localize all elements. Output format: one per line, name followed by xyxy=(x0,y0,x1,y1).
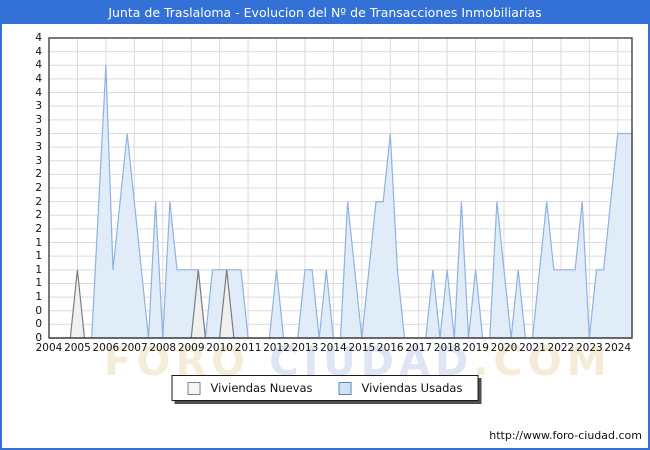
x-axis-label: 2012 xyxy=(263,342,290,354)
x-axis-label: 2021 xyxy=(519,342,546,354)
y-axis-label: 1 xyxy=(35,250,42,263)
watermark-com: .COM xyxy=(473,339,612,385)
x-axis-label: 2017 xyxy=(405,342,433,354)
x-axis-label: 2010 xyxy=(206,342,233,354)
y-axis-label: 2 xyxy=(35,209,42,222)
x-axis-label: 2006 xyxy=(92,342,120,354)
title-bar: Junta de Traslaloma - Evolucion del Nº d… xyxy=(2,2,648,24)
x-axis-label: 2014 xyxy=(320,342,347,354)
x-axis-label: 2013 xyxy=(291,342,319,354)
x-axis-label: 2018 xyxy=(433,342,461,354)
y-axis-label: 1 xyxy=(35,263,42,276)
legend-item-viviendas-usadas: Viviendas Usadas xyxy=(338,381,463,395)
legend: Viviendas Nuevas Viviendas Usadas xyxy=(171,375,479,401)
x-axis-label: 2009 xyxy=(177,342,205,354)
y-axis-label: 4 xyxy=(35,45,42,58)
y-axis-label: 3 xyxy=(35,154,42,167)
footer-url: http://www.foro-ciudad.com xyxy=(489,429,642,442)
x-axis-label: 2005 xyxy=(64,342,91,354)
viviendas-nuevas-swatch-icon xyxy=(187,381,201,395)
legend-label-nuevas: Viviendas Nuevas xyxy=(210,381,313,395)
x-axis-label: 2019 xyxy=(462,342,489,354)
y-axis-label: 4 xyxy=(35,86,42,99)
x-axis-label: 2011 xyxy=(234,342,262,354)
y-axis-label: 1 xyxy=(35,236,42,249)
legend-item-viviendas-nuevas: Viviendas Nuevas xyxy=(187,381,313,395)
x-axis-label: 2020 xyxy=(490,342,518,354)
y-axis-label: 3 xyxy=(35,100,42,113)
y-axis-label: 4 xyxy=(35,59,42,72)
page-title: Junta de Traslaloma - Evolucion del Nº d… xyxy=(108,5,542,20)
watermark: FORO CIUDAD.COM xyxy=(104,339,612,385)
y-axis-label: 0 xyxy=(35,332,42,344)
x-axis-label: 2023 xyxy=(575,342,603,354)
x-axis-label: 2008 xyxy=(149,342,177,354)
viviendas-usadas-swatch-icon xyxy=(338,381,352,395)
y-axis-label: 3 xyxy=(35,141,42,154)
x-axis-label: 2004 xyxy=(35,342,63,354)
y-axis-label: 2 xyxy=(35,195,42,208)
y-axis-label: 3 xyxy=(35,113,42,126)
y-axis-label: 1 xyxy=(35,277,42,290)
y-axis-label: 2 xyxy=(35,222,42,235)
y-axis-label: 0 xyxy=(35,318,42,331)
y-axis-label: 1 xyxy=(35,291,42,304)
x-axis-label: 2007 xyxy=(120,342,148,354)
y-axis-label: 3 xyxy=(35,127,42,140)
y-axis-label: 0 xyxy=(35,304,42,317)
y-axis-label: 4 xyxy=(35,32,42,44)
y-axis-label: 4 xyxy=(35,72,42,85)
y-axis-label: 2 xyxy=(35,168,42,181)
x-axis-label: 2015 xyxy=(348,342,376,354)
x-axis-label: 2016 xyxy=(376,342,404,354)
x-axis-label: 2022 xyxy=(547,342,575,354)
x-axis-label: 2024 xyxy=(604,342,632,354)
y-axis-label: 2 xyxy=(35,182,42,194)
legend-label-usadas: Viviendas Usadas xyxy=(361,381,463,395)
